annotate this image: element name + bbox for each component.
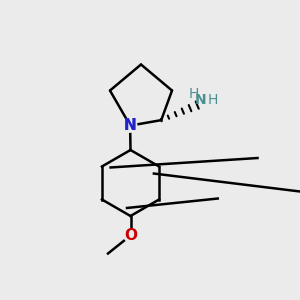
- Text: N: N: [195, 93, 207, 107]
- Text: H: H: [189, 87, 200, 101]
- Text: H: H: [208, 93, 218, 107]
- Text: N: N: [124, 118, 136, 133]
- Circle shape: [124, 229, 137, 242]
- Circle shape: [124, 119, 137, 132]
- Text: O: O: [124, 228, 137, 243]
- Text: N: N: [124, 118, 136, 133]
